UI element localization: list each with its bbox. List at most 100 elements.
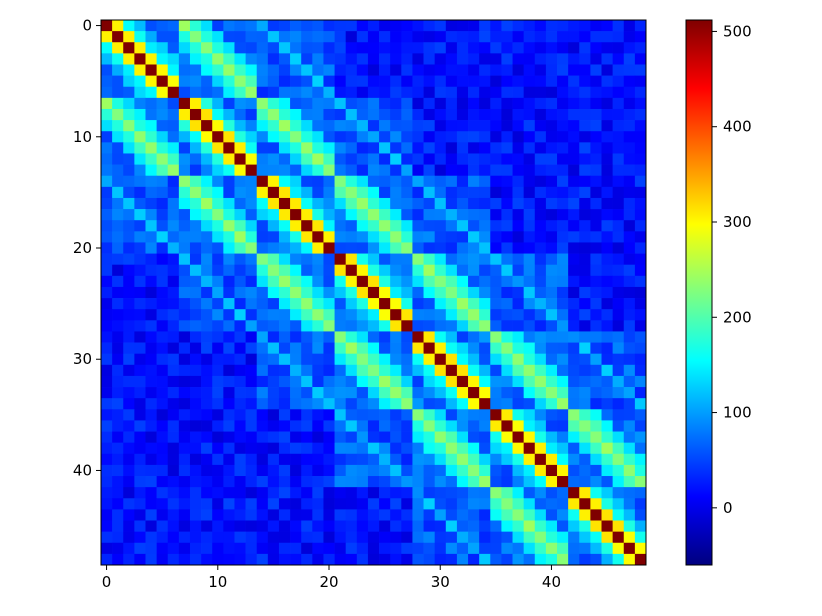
heatmap-cell xyxy=(189,42,202,54)
heatmap-cell xyxy=(212,387,224,399)
heatmap-cell xyxy=(323,387,335,399)
heatmap-cell xyxy=(501,353,513,366)
heatmap-cell xyxy=(312,342,324,355)
heatmap-cell xyxy=(445,164,458,177)
heatmap-cell xyxy=(379,375,391,388)
heatmap-cell xyxy=(267,520,280,532)
heatmap-cell xyxy=(490,453,502,466)
heatmap-cell xyxy=(156,64,169,76)
heatmap-cell xyxy=(545,509,558,521)
heatmap-cell xyxy=(545,209,558,221)
heatmap-cell xyxy=(167,498,180,510)
heatmap-cell xyxy=(178,97,191,110)
heatmap-cell xyxy=(156,420,169,432)
heatmap-cell xyxy=(234,364,246,377)
heatmap-cell xyxy=(423,42,436,54)
heatmap-cell xyxy=(612,42,625,54)
heatmap-cell xyxy=(145,209,157,221)
heatmap-cell xyxy=(267,375,280,388)
heatmap-cell xyxy=(267,20,280,32)
heatmap-cell xyxy=(579,264,591,277)
heatmap-cell xyxy=(379,320,391,332)
heatmap-cell xyxy=(568,353,580,366)
heatmap-cell xyxy=(245,242,258,254)
heatmap-cell xyxy=(568,442,580,455)
heatmap-cell xyxy=(134,20,146,32)
heatmap-cell xyxy=(267,464,280,477)
heatmap-cell xyxy=(512,375,525,388)
heatmap-cell xyxy=(367,387,380,399)
heatmap-cell xyxy=(123,120,135,132)
heatmap-cell xyxy=(545,409,558,421)
heatmap-cell xyxy=(434,353,447,366)
heatmap-cell xyxy=(623,464,636,477)
heatmap-cell xyxy=(523,487,536,499)
heatmap-cell xyxy=(323,175,335,188)
heatmap-cell xyxy=(401,331,413,343)
heatmap-cell xyxy=(479,398,491,410)
heatmap-cell xyxy=(445,64,458,76)
heatmap-cell xyxy=(590,476,602,488)
heatmap-cell xyxy=(345,253,358,266)
heatmap-cell xyxy=(379,453,391,466)
heatmap-cell xyxy=(278,531,291,544)
heatmap-cell xyxy=(256,86,269,99)
heatmap-cell xyxy=(401,175,413,188)
heatmap-cell xyxy=(390,453,402,466)
heatmap-cell xyxy=(323,498,335,510)
heatmap-cell xyxy=(189,131,202,143)
heatmap-cell xyxy=(267,75,280,88)
heatmap-cell xyxy=(212,186,224,199)
heatmap-cell xyxy=(501,209,513,221)
heatmap-cell xyxy=(512,520,525,532)
heatmap-cell xyxy=(579,531,591,544)
heatmap-cell xyxy=(445,531,458,544)
heatmap-cell xyxy=(379,442,391,455)
heatmap-cell xyxy=(612,453,625,466)
heatmap-cell xyxy=(367,498,380,510)
heatmap-cell xyxy=(201,531,213,544)
heatmap-cell xyxy=(512,387,525,399)
heatmap-cell xyxy=(523,498,536,510)
heatmap-cell xyxy=(345,186,358,199)
heatmap-cell xyxy=(390,175,402,188)
heatmap-cell xyxy=(623,286,636,299)
heatmap-cell xyxy=(612,331,625,343)
heatmap-cell xyxy=(612,197,625,210)
heatmap-cell xyxy=(590,75,602,88)
heatmap-cell xyxy=(201,542,213,555)
heatmap-cell xyxy=(156,409,169,421)
heatmap-cell xyxy=(634,476,647,488)
heatmap-cell xyxy=(490,387,502,399)
heatmap-cell xyxy=(612,542,625,555)
heatmap-cell xyxy=(256,309,269,321)
heatmap-cell xyxy=(156,86,169,99)
heatmap-cell xyxy=(534,531,547,544)
heatmap-cell xyxy=(223,64,235,76)
heatmap-cell xyxy=(568,64,580,76)
heatmap-cell xyxy=(312,120,324,132)
heatmap-cell xyxy=(278,553,291,566)
heatmap-cell xyxy=(301,298,313,310)
heatmap-cell xyxy=(101,498,113,510)
heatmap-cell xyxy=(434,375,447,388)
heatmap-cell xyxy=(490,553,502,566)
heatmap-cell xyxy=(557,142,569,154)
heatmap-cell xyxy=(101,387,113,399)
heatmap-cell xyxy=(356,431,369,444)
heatmap-cell xyxy=(579,220,591,232)
heatmap-cell xyxy=(445,97,458,110)
heatmap-cell xyxy=(434,453,447,466)
heatmap-cell xyxy=(579,320,591,332)
heatmap-cell xyxy=(623,108,636,121)
heatmap-cell xyxy=(323,298,335,310)
heatmap-cell xyxy=(334,309,347,321)
heatmap-cell xyxy=(390,420,402,432)
heatmap-cell xyxy=(101,131,113,143)
heatmap-cell xyxy=(523,242,536,254)
heatmap-cell xyxy=(623,498,636,510)
heatmap-cell xyxy=(367,431,380,444)
heatmap-cell xyxy=(167,131,180,143)
heatmap-cell xyxy=(323,353,335,366)
heatmap-cell xyxy=(290,64,302,76)
